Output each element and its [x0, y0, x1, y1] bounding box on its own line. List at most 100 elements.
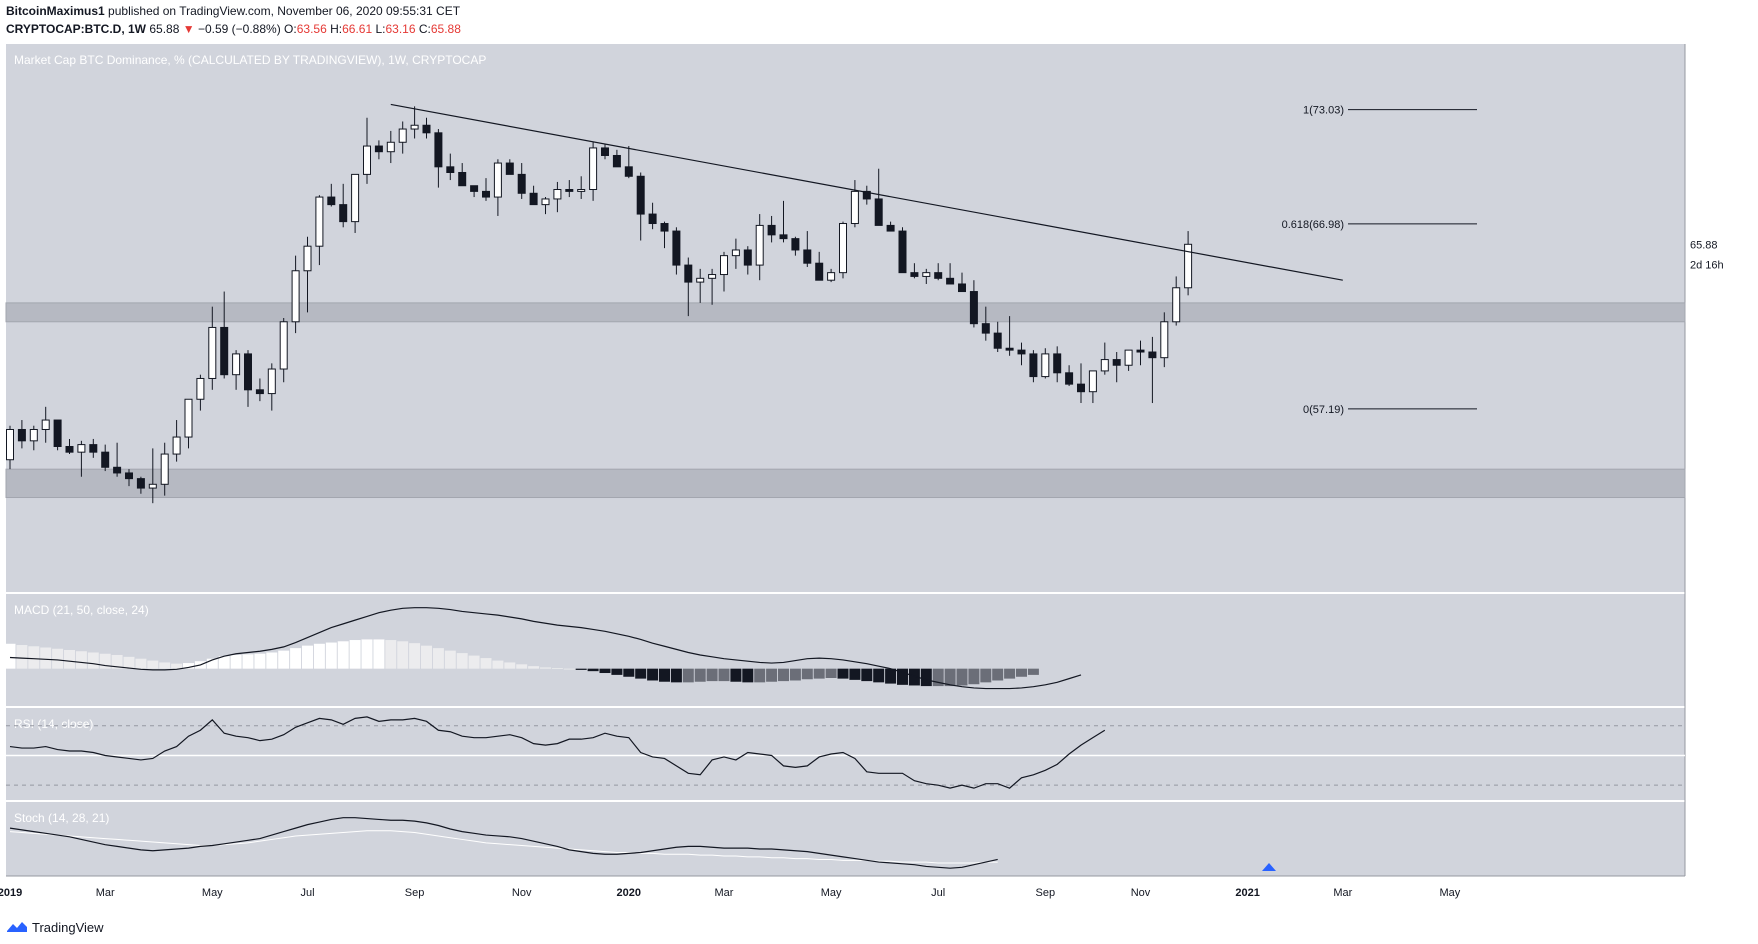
candle-down	[422, 124, 431, 134]
candle-down	[743, 249, 752, 266]
rsi-tick-label: 40.00	[1696, 765, 1724, 777]
macd-histogram-bar	[135, 658, 147, 669]
candle-up	[363, 145, 371, 175]
macd-histogram-bar	[1004, 668, 1016, 679]
candle-up	[553, 189, 562, 200]
candle-down	[1005, 347, 1014, 351]
candle-up	[267, 368, 276, 395]
candle-down	[446, 166, 455, 173]
candle-down	[672, 230, 681, 266]
candle-down	[981, 323, 990, 334]
macd-histogram-bar	[1016, 668, 1027, 677]
fib-level-label: 0(57.19)	[1303, 404, 1344, 416]
macd-histogram-bar	[992, 668, 1004, 681]
macd-histogram-bar	[444, 650, 456, 669]
candle-up	[493, 162, 502, 198]
macd-histogram-bar	[349, 640, 361, 669]
candle-down	[767, 224, 776, 236]
candle-down	[803, 249, 812, 264]
time-tick-label: May	[1440, 887, 1461, 899]
candle-up	[291, 270, 300, 323]
macd-histogram-bar	[920, 668, 932, 687]
stoch-d-line	[9, 830, 998, 864]
macd-histogram-bar	[99, 653, 111, 669]
macd-histogram-bar	[337, 641, 349, 669]
macd-histogram-bar	[123, 656, 135, 669]
candle-down	[1017, 349, 1026, 355]
candle-down	[815, 262, 824, 281]
candle-up	[577, 189, 586, 192]
macd-histogram-bar	[587, 668, 599, 672]
candle-down	[874, 198, 883, 226]
price-tick-label: 56.00	[1694, 426, 1722, 438]
macd-histogram-bar	[111, 654, 123, 669]
price-tick-label: 76.00	[1694, 48, 1722, 60]
macd-histogram-bar	[706, 668, 718, 682]
price-tick-label: 58.00	[1694, 389, 1722, 401]
macd-histogram-bar	[313, 643, 325, 669]
macd-histogram-bar	[468, 655, 480, 669]
candle-down	[969, 291, 978, 325]
candle-down	[910, 272, 919, 277]
macd-histogram-bar	[230, 654, 242, 669]
author-name[interactable]: BitcoinMaximus1	[6, 4, 105, 18]
last-price-tag	[1686, 234, 1756, 255]
macd-histogram-bar	[980, 668, 992, 683]
last-price-label: 65.88	[1690, 239, 1718, 251]
macd-histogram-bar	[908, 668, 920, 686]
candle-down	[958, 283, 966, 293]
macd-histogram-bar	[956, 668, 968, 686]
candle-down	[505, 162, 514, 175]
price-tick-label: 54.50	[1694, 455, 1722, 467]
candle-down	[636, 175, 645, 215]
time-tick-label: 2020	[617, 887, 641, 899]
macd-histogram-bar	[897, 668, 908, 685]
macd-histogram-bar	[813, 668, 825, 679]
candle-up	[351, 173, 360, 223]
time-tick-label: Nov	[1131, 887, 1151, 899]
macd-histogram-bar	[87, 652, 99, 669]
macd-histogram-bar	[647, 668, 659, 681]
high-label: H:	[330, 22, 343, 36]
candle-down	[660, 223, 669, 232]
macd-tick-label: 5.00	[1696, 601, 1717, 613]
stoch-pane-bg	[6, 802, 1685, 876]
candle-down	[113, 466, 122, 474]
macd-histogram-bar	[75, 651, 87, 669]
macd-histogram-bar	[492, 660, 504, 669]
candle-up	[160, 453, 169, 485]
main-chart-title: Market Cap BTC Dominance, % (CALCULATED …	[14, 53, 486, 67]
candle-down	[993, 332, 1002, 349]
macd-histogram-bar	[40, 647, 52, 669]
open-value: 63.56	[296, 22, 327, 36]
macd-histogram-bar	[361, 639, 373, 669]
macd-histogram-bar	[968, 668, 980, 685]
signal-marker-icon	[1262, 863, 1276, 871]
time-tick-label: Nov	[512, 887, 532, 899]
macd-histogram-bar	[682, 668, 694, 683]
symbol-label[interactable]: CRYPTOCAP:BTC.D, 1W	[6, 22, 147, 36]
macd-histogram-bar	[504, 662, 516, 669]
time-tick-label: Sep	[405, 887, 425, 899]
macd-histogram-bar	[171, 663, 183, 669]
rsi-line	[9, 716, 1106, 789]
macd-histogram-bar	[718, 668, 730, 682]
candle-down	[517, 173, 526, 194]
candle-up	[1088, 370, 1097, 393]
candle-down	[791, 238, 800, 251]
candle-down	[65, 445, 74, 453]
candle-up	[208, 326, 217, 379]
macd-histogram-bar	[409, 643, 421, 669]
candle-up	[232, 353, 241, 376]
macd-histogram-bar	[766, 668, 778, 682]
macd-histogram-bar	[28, 646, 40, 669]
macd-histogram-bar	[873, 668, 885, 683]
support-resistance-zone	[5, 302, 1686, 323]
macd-histogram-bar	[206, 658, 218, 669]
candle-up	[720, 255, 728, 276]
macd-histogram-bar	[242, 654, 254, 669]
candle-down	[862, 190, 871, 200]
candle-up	[1124, 349, 1133, 366]
tradingview-logo[interactable]: TradingView	[6, 918, 104, 936]
